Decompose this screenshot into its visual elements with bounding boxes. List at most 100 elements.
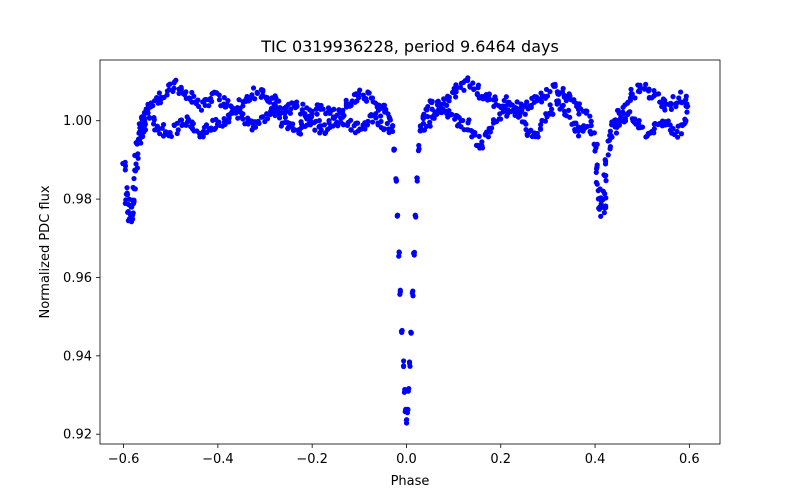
data-point (602, 191, 608, 197)
data-point (647, 130, 653, 136)
data-point (326, 117, 332, 124)
data-point (643, 81, 649, 87)
data-point (609, 122, 615, 128)
data-point (343, 97, 349, 103)
data-point (282, 114, 289, 121)
data-point (605, 152, 611, 158)
data-point (252, 124, 259, 130)
data-point (620, 109, 626, 115)
data-point (326, 106, 332, 112)
data-point (171, 79, 178, 85)
data-point (569, 121, 575, 127)
data-point (256, 120, 262, 127)
data-point (133, 161, 139, 167)
data-point (607, 132, 613, 139)
data-point (240, 116, 246, 122)
data-point (457, 84, 464, 91)
data-point (598, 213, 604, 219)
data-point (403, 417, 409, 423)
data-point (464, 127, 470, 133)
data-point (377, 113, 384, 119)
data-point (522, 111, 528, 117)
data-point (380, 102, 387, 108)
data-point (539, 118, 545, 124)
data-point (528, 127, 534, 133)
data-point (537, 125, 544, 132)
data-point (662, 97, 668, 104)
data-point (247, 118, 253, 124)
data-point (159, 125, 165, 131)
data-point (357, 126, 363, 132)
data-point (467, 84, 473, 90)
data-point (668, 100, 674, 106)
data-point (405, 407, 411, 413)
data-point (203, 122, 210, 128)
data-point (176, 90, 182, 96)
data-point (348, 127, 354, 133)
data-point (154, 94, 160, 101)
data-point (386, 126, 392, 132)
data-point (575, 128, 582, 134)
data-point (440, 106, 446, 112)
data-point (393, 176, 399, 182)
data-point (554, 98, 560, 104)
data-point (260, 114, 266, 120)
data-point (601, 172, 607, 178)
x-tick-label: 0.2 (490, 452, 511, 467)
y-axis-label: Normalized PDC flux (38, 185, 53, 318)
data-point (493, 97, 499, 103)
data-point (549, 106, 555, 112)
data-point (680, 99, 686, 105)
data-point (410, 293, 416, 299)
data-point (222, 104, 228, 110)
data-point (304, 105, 310, 111)
data-point (470, 80, 476, 86)
data-point (150, 121, 157, 127)
data-point (369, 95, 376, 101)
data-point (294, 103, 300, 109)
data-point (378, 118, 384, 125)
x-tick-label: −0.2 (296, 452, 328, 467)
data-point (625, 99, 631, 105)
data-point (327, 110, 333, 116)
data-point (294, 99, 300, 105)
data-point (645, 88, 652, 94)
data-point (626, 110, 632, 116)
data-point (453, 94, 459, 100)
data-point (576, 104, 582, 111)
data-point (391, 146, 397, 152)
data-point (651, 130, 657, 136)
data-point (465, 120, 471, 126)
data-point (646, 94, 653, 101)
data-point (593, 145, 599, 151)
data-point (276, 115, 283, 121)
data-point (401, 358, 407, 364)
data-point (288, 106, 294, 112)
data-point (636, 117, 642, 124)
data-point (292, 127, 298, 133)
data-point (446, 108, 452, 114)
y-tick-label: 0.94 (63, 349, 92, 364)
data-point (593, 169, 599, 175)
data-point (216, 97, 223, 103)
data-point (474, 90, 480, 97)
data-point (476, 133, 482, 139)
data-point (313, 118, 319, 124)
data-point (346, 103, 353, 109)
data-point (544, 93, 551, 99)
data-point (341, 113, 347, 119)
data-point (685, 103, 691, 109)
data-point (445, 97, 451, 103)
data-point (430, 115, 436, 121)
data-point (475, 82, 482, 88)
data-point (559, 104, 565, 110)
data-point (496, 103, 502, 109)
data-point (132, 186, 138, 192)
data-point (401, 363, 407, 369)
data-point (672, 101, 678, 107)
data-point (411, 252, 417, 258)
data-point (414, 175, 420, 181)
data-point (651, 93, 657, 99)
data-point (124, 185, 130, 191)
data-point (472, 132, 478, 138)
